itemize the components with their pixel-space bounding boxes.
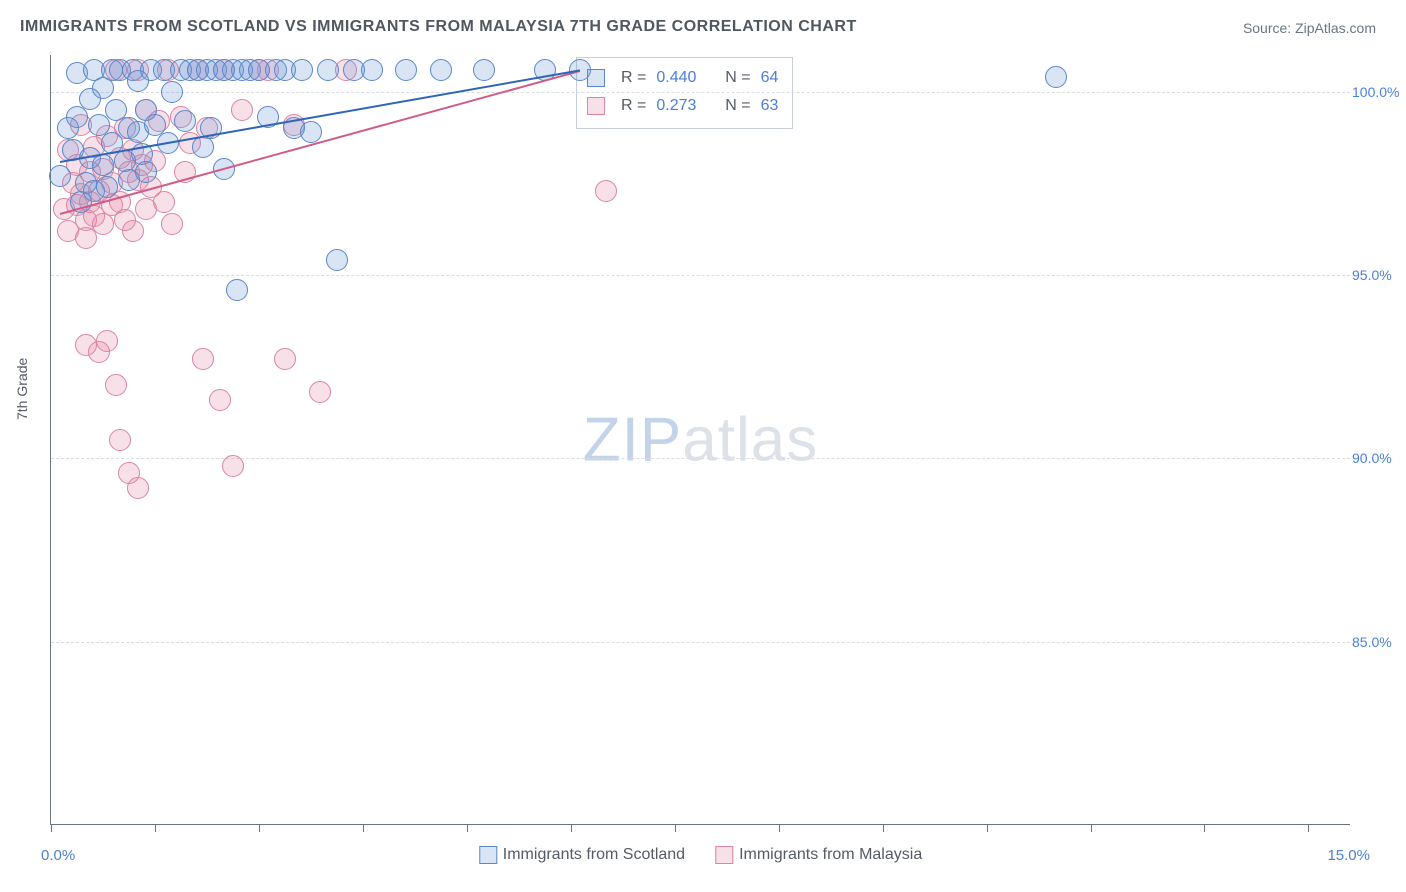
r-label: R = — [621, 92, 646, 120]
malaysia-marker — [109, 429, 131, 451]
x-tick — [675, 824, 676, 832]
scotland-marker — [300, 121, 322, 143]
watermark-part1: ZIP — [583, 405, 682, 474]
scotland-marker — [1045, 66, 1067, 88]
scotland-marker — [226, 279, 248, 301]
x-tick — [1308, 824, 1309, 832]
stats-row-scotland: R = 0.440 N = 64 — [587, 64, 778, 92]
x-tick — [883, 824, 884, 832]
y-tick-label: 90.0% — [1352, 450, 1406, 466]
source-attribution: Source: ZipAtlas.com — [1243, 20, 1376, 36]
x-tick — [467, 824, 468, 832]
malaysia-marker — [122, 220, 144, 242]
scotland-marker — [326, 249, 348, 271]
malaysia-r-value: 0.273 — [656, 92, 696, 120]
scotland-marker — [291, 59, 313, 81]
x-tick — [155, 824, 156, 832]
scotland-marker — [361, 59, 383, 81]
scotland-n-value: 64 — [761, 64, 779, 92]
chart-title: IMMIGRANTS FROM SCOTLAND VS IMMIGRANTS F… — [20, 18, 857, 36]
scotland-marker — [96, 176, 118, 198]
malaysia-marker — [153, 191, 175, 213]
x-tick — [51, 824, 52, 832]
scotland-swatch-icon — [479, 846, 497, 864]
malaysia-marker — [105, 374, 127, 396]
x-tick — [1091, 824, 1092, 832]
x-axis-max-label: 15.0% — [1327, 847, 1370, 864]
x-tick — [1204, 824, 1205, 832]
y-tick-label: 100.0% — [1352, 84, 1406, 100]
stats-row-malaysia: R = 0.273 N = 63 — [587, 92, 778, 120]
malaysia-marker — [595, 180, 617, 202]
x-axis-min-label: 0.0% — [41, 847, 75, 864]
y-axis-label: 7th Grade — [14, 358, 30, 420]
n-label: N = — [725, 92, 750, 120]
source-link[interactable]: ZipAtlas.com — [1295, 20, 1376, 36]
malaysia-marker — [127, 477, 149, 499]
malaysia-marker — [96, 330, 118, 352]
malaysia-marker — [274, 348, 296, 370]
x-tick — [779, 824, 780, 832]
malaysia-n-value: 63 — [761, 92, 779, 120]
malaysia-marker — [222, 455, 244, 477]
scotland-marker — [66, 106, 88, 128]
legend-item-scotland: Immigrants from Scotland — [479, 846, 685, 864]
gridline-h — [51, 458, 1350, 459]
n-label: N = — [725, 64, 750, 92]
scotland-marker — [161, 81, 183, 103]
correlation-stats-box: R = 0.440 N = 64 R = 0.273 N = 63 — [576, 57, 793, 129]
legend-malaysia-label: Immigrants from Malaysia — [739, 846, 922, 863]
scatter-plot-area: ZIPatlas R = 0.440 N = 64 R = 0.273 N = … — [50, 55, 1350, 825]
scotland-marker — [473, 59, 495, 81]
x-tick — [987, 824, 988, 832]
legend-scotland-label: Immigrants from Scotland — [503, 846, 685, 863]
scotland-marker — [92, 154, 114, 176]
malaysia-marker — [161, 213, 183, 235]
y-tick-label: 95.0% — [1352, 267, 1406, 283]
scotland-marker — [135, 161, 157, 183]
scotland-marker — [430, 59, 452, 81]
gridline-h — [51, 275, 1350, 276]
scotland-marker — [317, 59, 339, 81]
malaysia-marker — [192, 348, 214, 370]
bottom-legend: Immigrants from Scotland Immigrants from… — [479, 846, 922, 864]
malaysia-marker — [231, 99, 253, 121]
x-tick — [571, 824, 572, 832]
scotland-marker — [49, 165, 71, 187]
scotland-marker — [174, 110, 196, 132]
malaysia-marker — [75, 227, 97, 249]
gridline-h — [51, 92, 1350, 93]
legend-item-malaysia: Immigrants from Malaysia — [715, 846, 922, 864]
watermark-part2: atlas — [682, 405, 818, 474]
scotland-r-value: 0.440 — [656, 64, 696, 92]
scotland-marker — [395, 59, 417, 81]
source-label: Source: — [1243, 20, 1291, 36]
malaysia-marker — [209, 389, 231, 411]
x-tick — [363, 824, 364, 832]
malaysia-marker — [309, 381, 331, 403]
watermark-logo: ZIPatlas — [583, 404, 818, 475]
r-label: R = — [621, 64, 646, 92]
x-tick — [259, 824, 260, 832]
malaysia-swatch-icon — [587, 97, 605, 115]
y-tick-label: 85.0% — [1352, 634, 1406, 650]
gridline-h — [51, 642, 1350, 643]
malaysia-swatch-icon — [715, 846, 733, 864]
